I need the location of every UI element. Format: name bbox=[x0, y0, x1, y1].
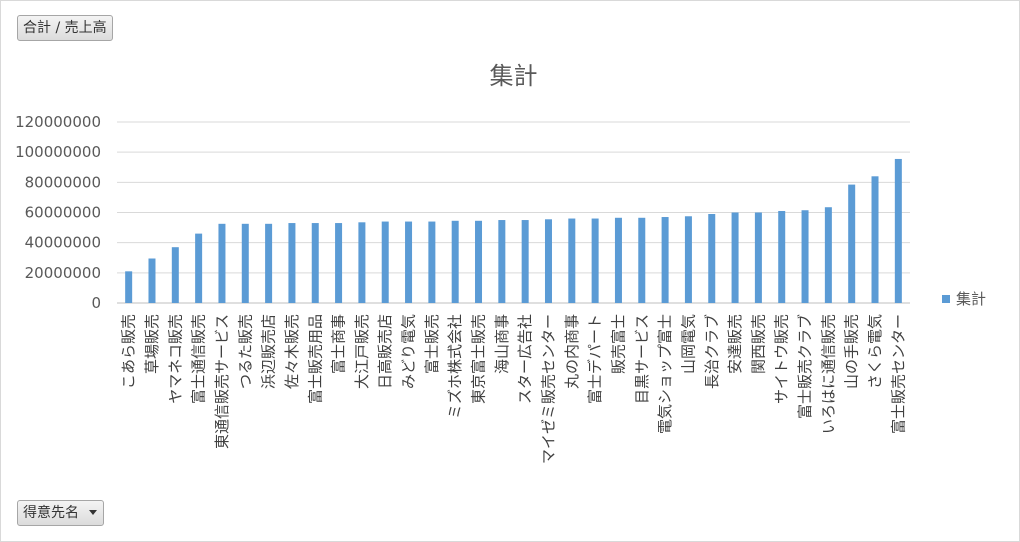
y-tick-label: 20000000 bbox=[25, 264, 101, 282]
bar[interactable] bbox=[405, 221, 413, 303]
bar[interactable] bbox=[451, 220, 459, 303]
x-category-label: 大江戸販売 bbox=[353, 314, 371, 389]
x-category-label: スター広告社 bbox=[516, 314, 534, 404]
x-category-label: いろはに通信販売 bbox=[819, 314, 837, 434]
bar[interactable] bbox=[241, 223, 249, 303]
x-category-label: 佐々木販売 bbox=[283, 314, 301, 389]
y-tick-label: 40000000 bbox=[25, 234, 101, 252]
x-category-label: サイトウ販売 bbox=[773, 314, 791, 404]
x-category-label: 日高販売店 bbox=[376, 314, 394, 389]
x-category-label: ヤマネコ販売 bbox=[166, 314, 184, 404]
x-category-label: 丸の内商事 bbox=[563, 314, 581, 389]
bar[interactable] bbox=[218, 223, 226, 303]
bar[interactable] bbox=[568, 218, 576, 303]
bar[interactable] bbox=[614, 217, 622, 303]
y-tick-label: 120000000 bbox=[15, 113, 101, 131]
bar[interactable] bbox=[591, 218, 599, 303]
bar[interactable] bbox=[125, 271, 133, 303]
bar[interactable] bbox=[521, 220, 529, 303]
x-axis-category-labels: こあら販売 草場販売 ヤマネコ販売 富士通信販売 東通信販売サービス つるた販売 浜辺販売店… bbox=[120, 314, 908, 464]
x-category-label: 富士商事 bbox=[330, 314, 348, 374]
legend-label: 集計 bbox=[956, 290, 986, 308]
x-category-label: 販売富士 bbox=[609, 314, 627, 374]
value-field-label: 合計 / 売上高 bbox=[23, 20, 107, 36]
bar[interactable] bbox=[708, 214, 716, 303]
x-category-label: 山の手販売 bbox=[843, 314, 861, 389]
x-category-label: 関西販売 bbox=[749, 314, 767, 374]
chart-title: 集計 bbox=[490, 62, 538, 90]
x-category-label: 浜辺販売店 bbox=[260, 314, 278, 389]
bar[interactable] bbox=[731, 212, 739, 304]
x-category-label: 電気ショップ富士 bbox=[656, 314, 674, 434]
bar[interactable] bbox=[358, 222, 366, 303]
bar[interactable] bbox=[381, 221, 389, 303]
x-category-label: 草場販売 bbox=[143, 314, 161, 374]
x-category-label: 富士販売 bbox=[423, 314, 441, 374]
bar[interactable] bbox=[894, 158, 902, 303]
bar[interactable] bbox=[171, 247, 179, 303]
bar[interactable] bbox=[824, 207, 832, 303]
x-category-label: こあら販売 bbox=[120, 314, 138, 389]
chevron-down-icon bbox=[89, 509, 97, 515]
x-category-label: マイゼミ販売センター bbox=[539, 314, 557, 464]
x-category-label: 東通信販売サービス bbox=[213, 314, 231, 449]
x-category-label: 東京富士販売 bbox=[470, 314, 488, 404]
bar[interactable] bbox=[801, 210, 809, 303]
y-axis-tick-labels: 0 20000000 40000000 60000000 80000000 1000000… bbox=[15, 113, 101, 312]
axis-field-dropdown[interactable]: 得意先名 bbox=[17, 500, 104, 526]
gridlines bbox=[117, 121, 910, 304]
bar[interactable] bbox=[195, 233, 203, 303]
y-tick-label: 100000000 bbox=[15, 143, 101, 161]
axis-field-label: 得意先名 bbox=[23, 505, 79, 521]
y-tick-label: 0 bbox=[91, 294, 101, 312]
bar[interactable] bbox=[428, 221, 436, 303]
bar[interactable] bbox=[871, 176, 879, 303]
x-category-label: 富士販売クラブ bbox=[796, 314, 814, 419]
bar[interactable] bbox=[475, 220, 483, 303]
x-category-label: 富士販売センター bbox=[889, 314, 907, 434]
bar[interactable] bbox=[265, 223, 273, 303]
x-category-label: みどり電気 bbox=[400, 314, 418, 389]
value-field-button[interactable]: 合計 / 売上高 bbox=[17, 15, 113, 41]
x-category-label: つるた販売 bbox=[236, 314, 254, 389]
x-category-label: 山岡電気 bbox=[679, 314, 697, 374]
bar[interactable] bbox=[335, 223, 343, 303]
bar[interactable] bbox=[684, 216, 692, 303]
x-category-label: 富士販売用品 bbox=[306, 314, 324, 404]
x-category-label: 安達販売 bbox=[726, 314, 744, 374]
bar[interactable] bbox=[661, 217, 669, 303]
legend: 集計 bbox=[942, 290, 986, 308]
bar[interactable] bbox=[544, 219, 552, 303]
bar[interactable] bbox=[288, 223, 296, 303]
legend-swatch bbox=[942, 295, 950, 303]
bar[interactable] bbox=[754, 212, 762, 304]
x-category-label: 目黒サービス bbox=[633, 314, 651, 404]
x-category-label: 海山商事 bbox=[493, 314, 511, 374]
bar[interactable] bbox=[148, 258, 156, 303]
x-category-label: ミズホ株式会社 bbox=[446, 314, 464, 419]
bar[interactable] bbox=[848, 184, 856, 303]
bar[interactable] bbox=[778, 210, 786, 303]
bar[interactable] bbox=[638, 217, 646, 303]
bar[interactable] bbox=[311, 223, 319, 303]
bar[interactable] bbox=[498, 220, 506, 303]
y-tick-label: 60000000 bbox=[25, 204, 101, 222]
bars bbox=[125, 158, 902, 304]
x-category-label: 富士通信販売 bbox=[190, 314, 208, 404]
y-tick-label: 80000000 bbox=[25, 173, 101, 191]
x-category-label: 富士デパート bbox=[586, 314, 604, 404]
x-category-label: 長治クラブ bbox=[703, 314, 721, 389]
x-category-label: さくら電気 bbox=[866, 314, 884, 389]
